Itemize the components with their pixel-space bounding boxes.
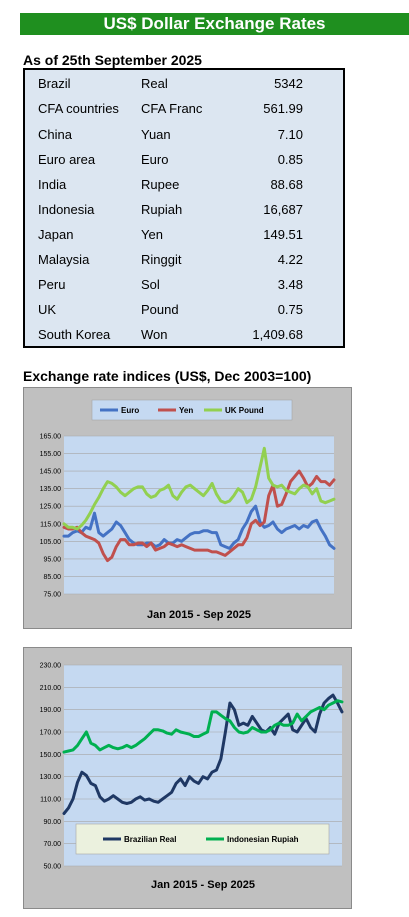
rate-row-uk: UK Pound 0.75	[25, 298, 343, 323]
y-tick-label: 85.00	[43, 574, 61, 581]
y-tick-label: 115.00	[40, 521, 61, 528]
exchange-rates-table: Brazil Real 5342 CFA countries CFA Franc…	[23, 68, 345, 348]
rate-value: 561.99	[263, 101, 303, 116]
y-tick-label: 110.00	[40, 797, 61, 804]
y-tick-label: 210.00	[40, 685, 62, 692]
y-tick-label: 190.00	[40, 707, 62, 714]
rate-country: Brazil	[38, 76, 71, 91]
rate-country: UK	[38, 302, 57, 317]
rate-row-euro-area: Euro area Euro 0.85	[25, 148, 343, 173]
rate-value: 88.68	[270, 177, 303, 192]
rate-value: 5342	[274, 76, 303, 91]
rate-row-malaysia: Malaysia Ringgit 4.22	[25, 248, 343, 273]
rate-country: Indonesia	[38, 202, 95, 217]
rate-currency: Pound	[141, 302, 179, 317]
rate-value: 4.22	[277, 252, 303, 267]
y-tick-label: 130.00	[40, 774, 62, 781]
rate-currency: Won	[141, 327, 168, 342]
legend-label-yen: Yen	[179, 406, 193, 415]
series-line-yen	[62, 469, 336, 563]
rate-country: Euro area	[38, 152, 96, 167]
as-of-date: As of 25th September 2025	[23, 52, 202, 68]
legend-label-brazilian-real: Brazilian Real	[124, 835, 176, 844]
x-axis-label: Jan 2015 - Sep 2025	[151, 879, 255, 891]
series-line-indonesian-rupiah	[62, 699, 344, 754]
series-line-brazilian-real	[62, 693, 344, 815]
rate-country: China	[38, 127, 72, 142]
rate-row-south-korea: South Korea Won 1,409.68	[25, 323, 343, 348]
legend-box	[91, 399, 293, 421]
rate-country: Malaysia	[38, 252, 90, 267]
series-line-uk-pound	[62, 446, 336, 531]
rate-currency: Euro	[141, 152, 169, 167]
rate-country: CFA countries	[38, 101, 119, 116]
rate-row-brazil: Brazil Real 5342	[25, 72, 343, 97]
rate-row-japan: Japan Yen 149.51	[25, 223, 343, 248]
rate-row-india: India Rupee 88.68	[25, 173, 343, 198]
chart-panel-major-currencies: 165.00 155.00 145.00 135.00 125.00 115.00 105.…	[23, 387, 352, 629]
rate-country: South Korea	[38, 327, 111, 342]
y-tick-label: 50.00	[43, 864, 61, 871]
rate-currency: CFA Franc	[141, 101, 203, 116]
rate-value: 16,687	[263, 202, 303, 217]
rate-currency: Ringgit	[141, 252, 182, 267]
rate-value: 3.48	[277, 277, 303, 292]
y-tick-label: 75.00	[43, 592, 61, 599]
rate-country: India	[38, 177, 67, 192]
x-axis-label: Jan 2015 - Sep 2025	[147, 609, 251, 621]
major-currency-index-chart: 165.00 155.00 145.00 135.00 125.00 115.00 105.…	[40, 399, 336, 621]
y-tick-label: 155.00	[40, 451, 62, 458]
rate-row-china: China Yuan 7.10	[25, 123, 343, 148]
y-tick-label: 105.00	[40, 539, 62, 546]
rate-value: 7.10	[277, 127, 303, 142]
plot-area	[64, 436, 334, 594]
y-tick-label: 230.00	[40, 663, 62, 670]
series-line-euro	[62, 504, 336, 550]
emerging-currency-index-chart: 230.00 210.00 190.00 170.00 150.00 130.00 110.…	[40, 663, 344, 891]
y-tick-label: 170.00	[40, 730, 62, 737]
rate-country: Peru	[38, 277, 66, 292]
rate-currency: Real	[141, 76, 168, 91]
y-tick-label: 150.00	[40, 752, 62, 759]
page-title: US$ Dollar Exchange Rates	[103, 14, 326, 33]
rate-row-peru: Peru Sol 3.48	[25, 273, 343, 298]
rate-value: 1,409.68	[252, 327, 303, 342]
rate-currency: Sol	[141, 277, 160, 292]
rate-country: Japan	[38, 227, 74, 242]
rate-value: 0.85	[277, 152, 303, 167]
legend-label-euro: Euro	[121, 406, 139, 415]
y-tick-label: 70.00	[43, 841, 61, 848]
y-tick-label: 165.00	[40, 434, 62, 441]
legend-label-uk-pound: UK Pound	[225, 406, 264, 415]
page-title-banner: US$ Dollar Exchange Rates	[20, 13, 409, 35]
y-tick-label: 125.00	[40, 504, 62, 511]
rate-currency: Yen	[141, 227, 163, 242]
indices-section-title: Exchange rate indices (US$, Dec 2003=100…	[23, 368, 312, 384]
rate-currency: Yuan	[141, 127, 171, 142]
rate-value: 149.51	[263, 227, 303, 242]
rate-currency: Rupee	[141, 177, 180, 192]
y-tick-label: 90.00	[43, 819, 61, 826]
rate-value: 0.75	[277, 302, 303, 317]
legend-label-indonesian-rupiah: Indonesian Rupiah	[227, 835, 299, 844]
y-tick-label: 145.00	[40, 469, 62, 476]
y-tick-label: 135.00	[40, 486, 62, 493]
rate-row-indonesia: Indonesia Rupiah 16,687	[25, 198, 343, 223]
rate-row-cfa-countries: CFA countries CFA Franc 561.99	[25, 97, 343, 122]
y-tick-label: 95.00	[43, 556, 61, 563]
rate-currency: Rupiah	[141, 202, 183, 217]
chart-panel-emerging-currencies: 230.00 210.00 190.00 170.00 150.00 130.00 110.…	[23, 647, 352, 909]
